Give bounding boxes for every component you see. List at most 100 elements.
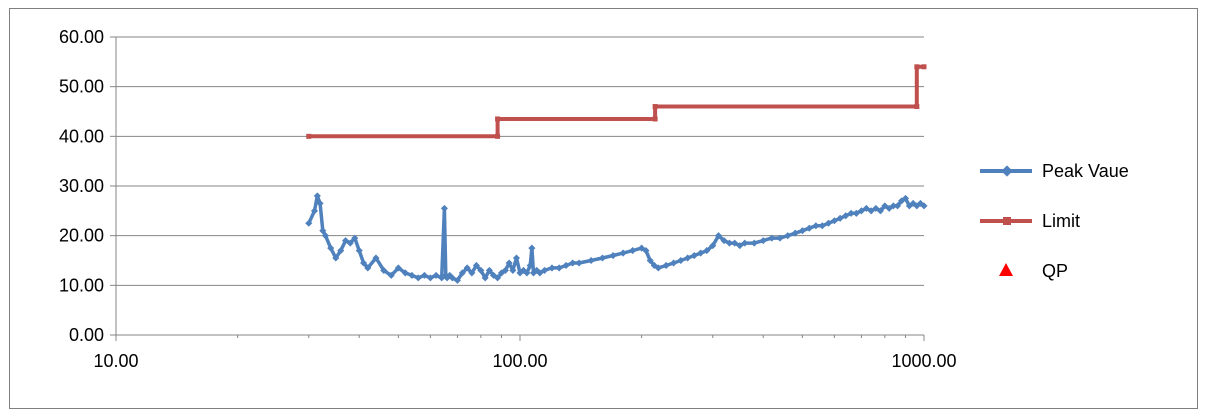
gridlines — [116, 36, 924, 286]
data-point-peak — [555, 264, 563, 272]
data-point-peak — [670, 259, 678, 267]
x-tick-label-1: 100.00 — [492, 351, 547, 371]
data-point-peak — [528, 244, 536, 252]
legend-marker-qp — [999, 263, 1013, 276]
data-point-peak — [842, 212, 850, 220]
data-point-peak — [505, 259, 513, 267]
data-point-peak — [562, 261, 570, 270]
data-point-peak — [463, 264, 471, 272]
data-point-peak — [337, 247, 345, 255]
data-point-limit — [921, 64, 927, 70]
series-lines — [305, 64, 928, 284]
data-point-peak — [662, 261, 670, 270]
data-point-peak — [768, 234, 776, 242]
data-point-peak — [805, 224, 813, 232]
data-point-peak — [703, 247, 711, 255]
data-point-limit — [306, 133, 312, 139]
data-point-peak — [714, 232, 723, 240]
data-point-peak — [709, 242, 717, 250]
chart-svg: 0.00 10.00 20.00 30.00 40.00 50.00 60.00 10.00… — [59, 27, 1129, 371]
data-point-peak — [332, 254, 340, 262]
data-point-limit — [495, 133, 501, 139]
y-tick-label-3: 30.00 — [59, 176, 104, 196]
data-point-peak — [440, 204, 448, 212]
data-point-peak — [642, 247, 650, 255]
data-point-peak — [305, 219, 313, 227]
data-point-peak — [830, 217, 838, 225]
data-point-peak — [852, 209, 860, 217]
data-point-peak — [351, 234, 359, 242]
x-tick-label-0: 10.00 — [93, 351, 138, 371]
data-point-peak — [408, 271, 416, 279]
data-point-peak — [824, 219, 832, 227]
data-point-peak — [481, 274, 489, 282]
data-point-peak — [587, 256, 595, 265]
data-point-limit — [652, 104, 658, 110]
data-point-peak — [836, 214, 844, 222]
data-point-peak — [494, 274, 502, 282]
data-point-peak — [501, 266, 509, 274]
data-point-peak — [725, 239, 734, 247]
data-point-peak — [327, 244, 335, 252]
data-point-peak — [920, 202, 928, 210]
x-axis-tick-labels: 10.00 100.00 1000.00 — [93, 351, 956, 371]
data-point-peak — [731, 239, 739, 247]
data-point-peak — [360, 259, 368, 267]
y-tick-label-2: 20.00 — [59, 226, 104, 246]
data-point-peak — [458, 269, 466, 277]
data-point-peak — [468, 269, 476, 277]
data-point-peak — [690, 251, 698, 260]
data-point-peak — [313, 192, 321, 200]
data-point-peak — [857, 207, 865, 215]
data-point-limit — [914, 64, 920, 70]
data-point-peak — [316, 199, 324, 207]
data-point-peak — [629, 247, 637, 255]
data-point-peak — [453, 276, 461, 284]
legend-label-2: QP — [1042, 261, 1068, 281]
data-point-peak — [901, 194, 910, 202]
data-point-peak — [776, 234, 784, 242]
legend-label-1: Limit — [1042, 211, 1080, 231]
data-point-peak — [387, 271, 395, 279]
legend: Peak Vaue Limit QP — [980, 161, 1129, 281]
data-point-peak — [477, 266, 485, 274]
data-point-peak — [420, 271, 428, 279]
data-point-peak — [798, 227, 806, 235]
data-point-peak — [414, 274, 422, 282]
data-point-peak — [759, 237, 767, 245]
data-point-peak — [346, 239, 354, 247]
data-point-peak — [342, 237, 350, 245]
data-point-peak — [646, 256, 654, 265]
legend-marker-1 — [1003, 217, 1011, 225]
data-point-peak — [526, 261, 534, 270]
y-tick-label-1: 10.00 — [59, 275, 104, 295]
data-point-peak — [310, 207, 319, 215]
data-point-peak — [540, 266, 549, 274]
data-point-peak — [321, 232, 330, 240]
y-tick-label-0: 0.00 — [69, 325, 104, 345]
data-point-peak — [677, 256, 685, 265]
data-point-limit — [914, 104, 920, 110]
y-tick-label-5: 50.00 — [59, 77, 104, 97]
data-point-peak — [548, 264, 556, 272]
data-point-peak — [609, 251, 617, 260]
data-point-peak — [791, 229, 799, 237]
legend-marker-0 — [1001, 165, 1013, 177]
data-point-peak — [509, 266, 517, 274]
data-point-peak — [355, 247, 363, 255]
chart-frame: 0.00 10.00 20.00 30.00 40.00 50.00 60.00 10.00… — [9, 8, 1198, 409]
data-point-peak — [741, 239, 749, 247]
data-point-peak — [697, 249, 705, 257]
data-point-peak — [818, 222, 826, 230]
data-point-limit — [495, 116, 501, 122]
data-point-peak — [569, 259, 577, 267]
data-point-peak — [364, 264, 372, 272]
data-point-limit — [652, 116, 658, 122]
data-point-peak — [654, 264, 662, 272]
data-point-peak — [894, 202, 902, 210]
data-point-peak — [720, 237, 728, 245]
data-point-peak — [812, 222, 820, 230]
data-point-peak — [448, 274, 456, 282]
data-point-peak — [684, 254, 692, 262]
data-point-peak — [432, 271, 440, 279]
